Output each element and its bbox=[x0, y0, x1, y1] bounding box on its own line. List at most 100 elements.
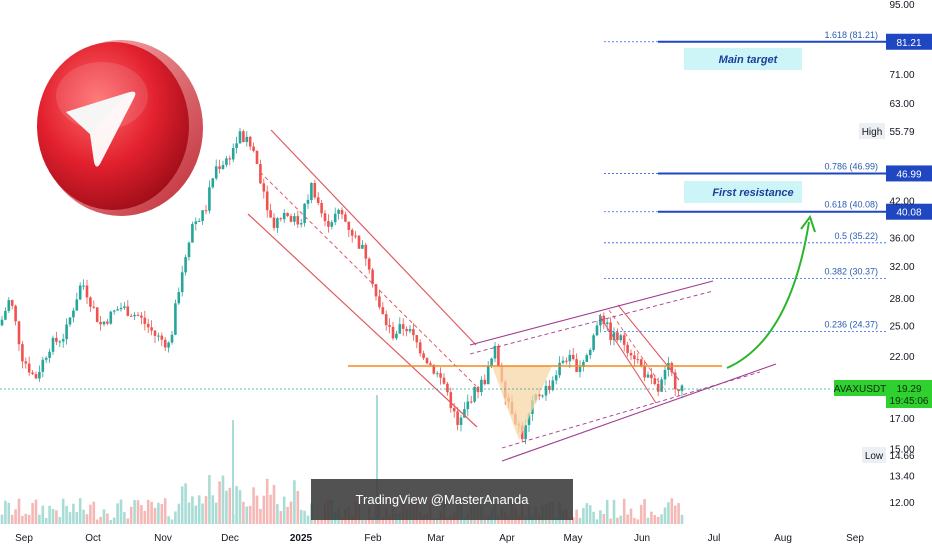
volume-bar bbox=[75, 512, 79, 524]
candle-body bbox=[89, 297, 92, 307]
candle-body bbox=[293, 216, 296, 222]
volume-bar bbox=[371, 517, 374, 524]
projection-arrow bbox=[726, 214, 816, 369]
high-tag: High 55.79 bbox=[859, 123, 915, 139]
volume-bar bbox=[361, 519, 364, 524]
candle-body bbox=[286, 212, 289, 217]
candle-body bbox=[639, 359, 643, 366]
candle-body bbox=[466, 401, 470, 410]
candle-body bbox=[41, 359, 45, 372]
volume-bar bbox=[235, 486, 238, 524]
candle-body bbox=[21, 344, 24, 362]
volume-bar bbox=[282, 496, 286, 524]
volume-bar bbox=[677, 503, 680, 524]
candle-body bbox=[136, 314, 140, 316]
volume-bar bbox=[612, 499, 616, 524]
volume-bar bbox=[306, 515, 310, 524]
volume-bar bbox=[72, 503, 75, 524]
candle-body bbox=[75, 299, 79, 311]
candle-body bbox=[129, 315, 133, 317]
candle-body bbox=[432, 364, 436, 374]
candle-body bbox=[456, 411, 459, 425]
candle-body bbox=[636, 359, 640, 361]
candle-body bbox=[449, 392, 453, 408]
price-axis[interactable]: 95.00 71.00 63.00 42.00 36.00 32.00 28.00 25.00… bbox=[889, 0, 914, 509]
candle-body bbox=[231, 147, 235, 160]
candle-body bbox=[585, 355, 589, 362]
candle-body bbox=[418, 342, 422, 354]
last-price-value: 19.29 bbox=[896, 384, 921, 395]
candle-body bbox=[4, 310, 7, 320]
candle-body bbox=[367, 258, 371, 270]
volume-bar bbox=[106, 513, 109, 524]
candle-body bbox=[480, 379, 483, 393]
volume-bar bbox=[639, 504, 643, 524]
fib-price-tag-value: 81.21 bbox=[896, 38, 921, 49]
volume-bar bbox=[129, 506, 133, 524]
candle-body bbox=[163, 339, 167, 348]
volume-bar bbox=[276, 504, 279, 524]
volume-bar bbox=[578, 517, 582, 524]
candle-body bbox=[680, 385, 684, 392]
candle-body bbox=[282, 212, 286, 220]
volume-bar bbox=[48, 505, 51, 524]
candle-body bbox=[524, 425, 527, 440]
time-axis[interactable]: Sep Oct Nov Dec 2025 Feb Mar Apr May Jun Jul Aug Sep bbox=[15, 533, 864, 544]
candle-body bbox=[126, 306, 130, 316]
volume-bar bbox=[143, 510, 147, 524]
candle-body bbox=[289, 216, 293, 222]
candle-body bbox=[14, 305, 17, 322]
volume-bar bbox=[58, 517, 62, 524]
candle-body bbox=[218, 166, 221, 169]
candle-body bbox=[633, 355, 636, 360]
volume-bar bbox=[575, 509, 578, 524]
volume-bar bbox=[588, 505, 592, 524]
candle-body bbox=[150, 327, 153, 331]
volume-bar bbox=[68, 512, 72, 524]
candle-body bbox=[650, 374, 653, 379]
candle-body bbox=[602, 315, 606, 325]
candle-body bbox=[109, 311, 113, 324]
volume-bar bbox=[65, 505, 68, 524]
volume-bar bbox=[180, 486, 184, 524]
candle-body bbox=[469, 401, 473, 403]
volume-bar bbox=[643, 499, 646, 524]
candle-body bbox=[24, 361, 28, 364]
volume-bar bbox=[31, 502, 34, 524]
volume-bar bbox=[585, 503, 589, 524]
candle-body bbox=[194, 221, 198, 225]
x-tick-label: Sep bbox=[15, 533, 33, 544]
candle-body bbox=[442, 377, 446, 384]
fib-price-tag-value: 46.99 bbox=[896, 169, 921, 180]
volume-bar bbox=[316, 519, 320, 524]
candle-body bbox=[405, 328, 408, 332]
x-tick-label: Jun bbox=[634, 533, 650, 544]
candle-body bbox=[544, 385, 548, 396]
volume-bar bbox=[109, 519, 113, 524]
volume-bar bbox=[177, 503, 181, 524]
volume-bar bbox=[133, 500, 136, 524]
volume-bar bbox=[187, 502, 191, 524]
descending-channel bbox=[247, 129, 478, 428]
candle-body bbox=[248, 136, 252, 147]
volume-bar bbox=[140, 505, 143, 524]
volume-bar bbox=[78, 498, 82, 524]
low-value: 14.66 bbox=[889, 451, 914, 462]
x-tick-label: May bbox=[564, 533, 583, 544]
volume-bar bbox=[667, 502, 670, 524]
candle-body bbox=[7, 300, 11, 311]
candle-body bbox=[347, 221, 351, 230]
candle-body bbox=[68, 317, 72, 325]
candle-body bbox=[51, 337, 55, 352]
low-label: Low bbox=[865, 451, 884, 462]
volume-bar bbox=[269, 494, 272, 524]
candle-body bbox=[116, 309, 119, 311]
candle-body bbox=[371, 269, 374, 285]
candle-body bbox=[497, 345, 500, 366]
candle-body bbox=[259, 164, 262, 184]
volume-bar bbox=[517, 516, 521, 524]
candle-body bbox=[82, 285, 85, 287]
fibonacci-levels: 1.618 (81.21) 81.21 0.786 (46.99) 46.99 0.61… bbox=[604, 30, 932, 332]
fib-level-label: 1.618 (81.21) bbox=[824, 30, 878, 40]
